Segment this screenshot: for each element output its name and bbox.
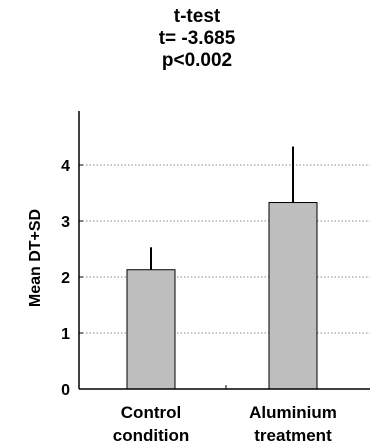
category-label-0-line-1: condition [113, 426, 189, 445]
error-bars [150, 146, 294, 270]
category-label-0-line-0: Control [121, 403, 181, 422]
title-line-1: t= -3.685 [159, 28, 236, 49]
y-tick-label-3: 3 [61, 214, 70, 231]
bar-0 [126, 269, 176, 390]
category-label-1-line-1: treatment [254, 426, 332, 445]
title-line-2: p<0.002 [162, 50, 232, 71]
y-tick-label-4: 4 [61, 158, 70, 175]
y-tick-label-0: 0 [61, 382, 70, 399]
y-axis-title: Mean DT+SD [27, 209, 44, 307]
y-tick-label-2: 2 [61, 270, 70, 287]
title-line-0: t-test [174, 6, 221, 27]
bars [126, 202, 318, 390]
x-category-labels: Control condition Aluminium treatment [113, 403, 337, 445]
grid-lines [79, 164, 370, 334]
y-tick-label-1: 1 [61, 326, 70, 343]
bar-1 [268, 202, 318, 390]
category-label-1-line-0: Aluminium [249, 403, 337, 422]
y-tick-labels: 0 1 2 3 4 [61, 158, 70, 399]
axes [78, 111, 370, 390]
